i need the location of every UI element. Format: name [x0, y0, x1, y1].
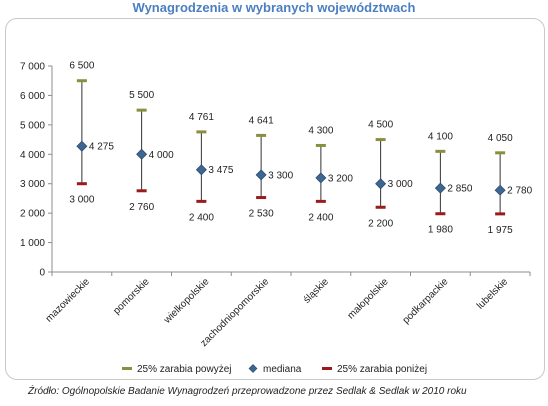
legend-label: mediana	[263, 364, 302, 375]
low-label: 1 975	[488, 225, 513, 236]
y-tick-label: 0	[39, 268, 45, 279]
high-label: 5 500	[129, 90, 154, 101]
low-label: 2 400	[308, 212, 333, 223]
chart-title: Wynagrodzenia w wybranych województwach	[132, 0, 416, 15]
low-label: 2 400	[189, 212, 214, 223]
low-label: 1 980	[428, 225, 453, 236]
category-label: małopolskie	[346, 276, 391, 321]
y-tick-label: 1 000	[20, 238, 45, 249]
category-label: zachodniopomorskie	[199, 276, 272, 349]
median-marker	[375, 178, 387, 190]
y-tick-label: 7 000	[20, 62, 45, 73]
legend-label: 25% zarabia poniżej	[337, 364, 427, 375]
low-label: 2 760	[129, 202, 154, 213]
category-label: śląskie	[302, 276, 332, 306]
high-label: 6 500	[69, 61, 94, 72]
median-label: 3 000	[388, 179, 413, 190]
median-label: 3 300	[268, 170, 293, 181]
high-label: 4 761	[189, 112, 214, 123]
median-label: 2 780	[507, 186, 532, 197]
median-marker	[494, 184, 506, 196]
high-label: 4 641	[249, 115, 274, 126]
high-label: 4 050	[488, 133, 513, 144]
median-label: 3 200	[328, 173, 353, 184]
median-marker	[434, 182, 446, 194]
high-label: 4 300	[308, 125, 333, 136]
median-label: 4 000	[149, 150, 174, 161]
y-tick-label: 3 000	[20, 179, 45, 190]
y-tick-label: 5 000	[20, 120, 45, 131]
median-label: 2 850	[447, 184, 472, 195]
high-label: 4 500	[368, 120, 393, 131]
category-label: pomorskie	[111, 276, 152, 317]
low-label: 3 000	[69, 195, 94, 206]
source-note: Źródło: Ogólnopolskie Badanie Wynagrodze…	[28, 386, 467, 397]
legend-swatch	[248, 364, 258, 373]
category-label: wielkopolskie	[161, 276, 211, 326]
chart-frame	[5, 18, 545, 380]
median-marker	[76, 140, 88, 152]
category-label: podkarpackie	[401, 276, 451, 326]
y-tick-label: 6 000	[20, 91, 45, 102]
y-tick-label: 4 000	[20, 150, 45, 161]
median-marker	[315, 172, 327, 184]
legend-label: 25% zarabia powyżej	[137, 364, 232, 375]
median-label: 4 275	[89, 142, 114, 153]
median-marker	[136, 148, 148, 160]
category-label: mazowieckie	[44, 276, 93, 325]
high-label: 4 100	[428, 131, 453, 142]
median-marker	[255, 169, 267, 181]
low-label: 2 200	[368, 218, 393, 229]
low-label: 2 530	[249, 209, 274, 220]
category-label: lubelskie	[475, 276, 511, 312]
median-marker	[195, 164, 207, 176]
y-tick-label: 2 000	[20, 209, 45, 220]
median-label: 3 475	[208, 165, 233, 176]
